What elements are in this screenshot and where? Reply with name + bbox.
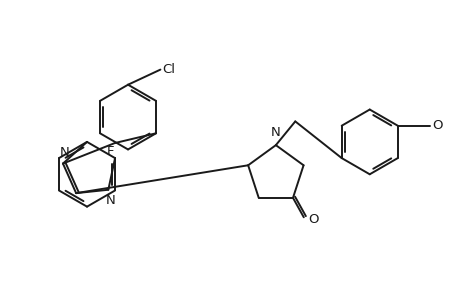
- Text: N: N: [106, 194, 115, 207]
- Text: O: O: [308, 213, 318, 226]
- Text: O: O: [431, 119, 442, 132]
- Text: N: N: [270, 126, 280, 139]
- Text: N: N: [60, 146, 70, 159]
- Text: F: F: [106, 145, 114, 158]
- Text: Cl: Cl: [162, 63, 175, 76]
